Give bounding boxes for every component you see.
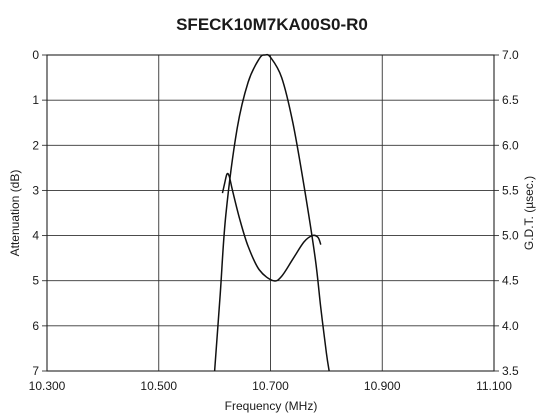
y-right-tick-label: 6.0 — [502, 138, 519, 152]
y-right-tick-label: 4.5 — [502, 274, 519, 288]
x-tick-label: 10.300 — [29, 379, 66, 393]
y-right-tick-label: 6.5 — [502, 93, 519, 107]
series-layer — [213, 53, 330, 372]
y-left-tick-label: 2 — [32, 138, 39, 152]
attenuation-curve — [213, 53, 330, 372]
plot-frame — [46, 54, 495, 372]
tick-labels: 10.300 10.500 10.700 10.900 11.100 0 1 2 3 4 5 6 7 7.… — [29, 48, 519, 393]
x-tick-label: 11.100 — [476, 379, 512, 393]
x-tick-label: 10.500 — [140, 379, 177, 393]
y-left-tick-label: 3 — [32, 183, 39, 197]
y-left-tick-label: 4 — [32, 229, 39, 243]
grid-lines — [42, 54, 499, 372]
y-left-tick-label: 6 — [32, 319, 39, 333]
y-right-tick-label: 4.0 — [502, 319, 519, 333]
x-tick-label: 10.900 — [364, 379, 401, 393]
y-left-tick-label: 5 — [32, 274, 39, 288]
x-tick-label: 10.700 — [252, 379, 289, 393]
y-right-tick-label: 5.0 — [502, 229, 519, 243]
y-left-tick-label: 0 — [32, 48, 39, 62]
gdt-curve — [221, 172, 322, 282]
x-axis-label: Frequency (MHz) — [225, 399, 318, 413]
y-left-tick-label: 1 — [32, 93, 39, 107]
chart-title: SFECK10M7KA00S0-R0 — [176, 15, 368, 34]
y-right-axis-label: G.D.T. (µsec.) — [522, 176, 536, 250]
y-left-tick-label: 7 — [32, 364, 39, 378]
y-right-tick-label: 7.0 — [502, 48, 519, 62]
y-right-tick-label: 5.5 — [502, 183, 519, 197]
y-left-axis-label: Attenuation (dB) — [8, 170, 22, 257]
y-right-tick-label: 3.5 — [502, 364, 519, 378]
